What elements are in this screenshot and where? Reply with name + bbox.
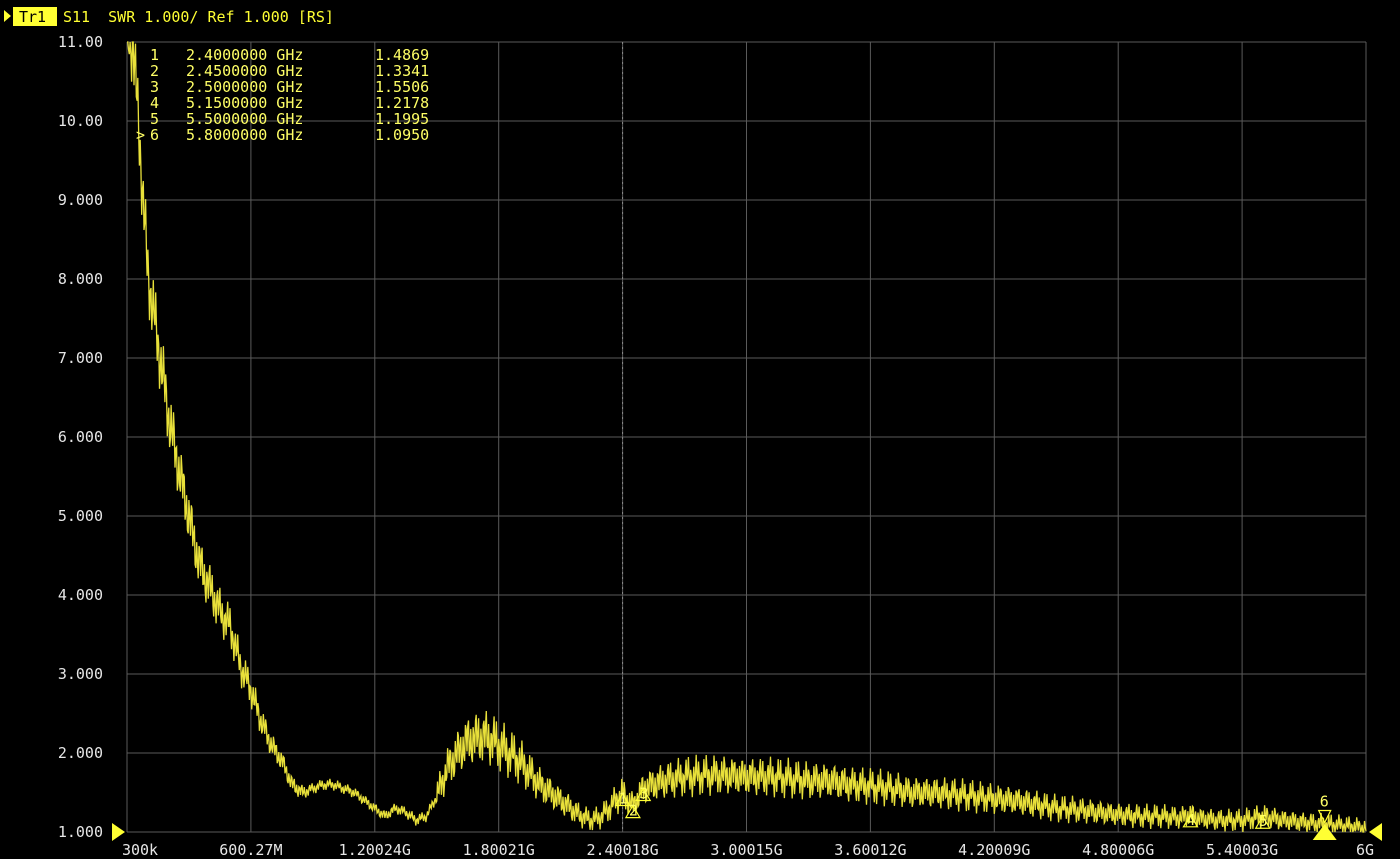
active-marker-arrow xyxy=(1312,824,1337,840)
marker-frequency: 5.1500000 GHz xyxy=(186,94,303,112)
marker-symbol xyxy=(624,804,641,819)
marker-number: 3 xyxy=(150,78,159,96)
x-axis-tick-labels: 300k 600.27M 1.20024G 1.80021G 2.40018G 3.000… xyxy=(122,841,1374,859)
marker-symbol-label: 3 xyxy=(639,785,648,803)
marker-symbol xyxy=(635,787,652,802)
marker-symbol xyxy=(614,792,631,807)
y-axis-tick-labels: 11.00 10.00 9.000 8.000 7.000 6.000 5.000 4.000… xyxy=(58,33,103,841)
y-tick-label: 2.000 xyxy=(58,744,103,762)
marker-symbol-label: 2 xyxy=(629,802,638,820)
marker-frequency: 2.4500000 GHz xyxy=(186,62,303,80)
marker-value: 1.4869 xyxy=(375,46,429,64)
marker-table: 1 2.4000000 GHz 1.4869 2 2.4500000 GHz 1.3341… xyxy=(136,46,429,144)
y-tick-label: 6.000 xyxy=(58,428,103,446)
marker-number: 2 xyxy=(150,62,159,80)
y-tick-label: 10.00 xyxy=(58,112,103,130)
marker-symbol-label: 1 xyxy=(619,790,628,808)
y-tick-label: 5.000 xyxy=(58,507,103,525)
y-tick-label: 11.00 xyxy=(58,33,103,51)
trace-info: S11 SWR 1.000/ Ref 1.000 [RS] xyxy=(63,8,334,26)
marker-symbol xyxy=(1254,815,1271,829)
reference-level-arrow xyxy=(112,823,125,841)
x-tick-label: 4.80006G xyxy=(1082,841,1154,859)
trace-label-box[interactable] xyxy=(13,7,57,26)
x-tick-label: 1.80021G xyxy=(463,841,535,859)
x-tick-label: 4.20009G xyxy=(958,841,1030,859)
marker-frequency: 5.8000000 GHz xyxy=(186,126,303,144)
y-tick-label: 9.000 xyxy=(58,191,103,209)
x-tick-label: 300k xyxy=(122,841,158,859)
y-tick-label: 8.000 xyxy=(58,270,103,288)
marker-symbol xyxy=(1182,813,1199,828)
active-marker-indicator: > xyxy=(136,126,145,144)
x-tick-label: 5.40003G xyxy=(1206,841,1278,859)
trace-layer xyxy=(127,41,1367,833)
marker-value: 1.1995 xyxy=(375,110,429,128)
marker-frequency: 2.5000000 GHz xyxy=(186,78,303,96)
marker-number: 1 xyxy=(150,46,159,64)
marker-value: 1.0950 xyxy=(375,126,429,144)
x-tick-label: 3.00015G xyxy=(710,841,782,859)
marker-number: 6 xyxy=(150,126,159,144)
marker-symbol-label: 6 xyxy=(1320,792,1329,810)
y-tick-label: 3.000 xyxy=(58,665,103,683)
marker-symbol xyxy=(1317,809,1332,824)
y-tick-label: 7.000 xyxy=(58,349,103,367)
trace-label[interactable]: Tr1 xyxy=(19,8,46,26)
trace-active-indicator xyxy=(4,10,11,22)
x-tick-label: 2.40018G xyxy=(586,841,658,859)
marker-value: 1.2178 xyxy=(375,94,429,112)
marker-symbol-label: 4 xyxy=(1186,811,1195,829)
grid xyxy=(126,41,1367,833)
x-tick-label: 600.27M xyxy=(219,841,282,859)
x-tick-label: 3.60012G xyxy=(834,841,906,859)
y-tick-label: 1.000 xyxy=(58,823,103,841)
marker-number: 5 xyxy=(150,110,159,128)
marker-symbols: 123 4 5 6 xyxy=(614,785,1332,830)
axis-edge-indicators xyxy=(112,823,1382,841)
x-tick-label: 6G xyxy=(1356,841,1374,859)
trace-header: Tr1 S11 SWR 1.000/ Ref 1.000 [RS] xyxy=(4,7,334,26)
marker-frequency: 2.4000000 GHz xyxy=(186,46,303,64)
marker-number: 4 xyxy=(150,94,159,112)
marker-value: 1.3341 xyxy=(375,62,429,80)
marker-frequency: 5.5000000 GHz xyxy=(186,110,303,128)
marker-value: 1.5506 xyxy=(375,78,429,96)
sweep-end-arrow xyxy=(1369,823,1382,841)
x-tick-label: 1.20024G xyxy=(339,841,411,859)
swr-trace xyxy=(127,41,1367,833)
marker-symbol-label: 5 xyxy=(1259,812,1268,830)
y-tick-label: 4.000 xyxy=(58,586,103,604)
